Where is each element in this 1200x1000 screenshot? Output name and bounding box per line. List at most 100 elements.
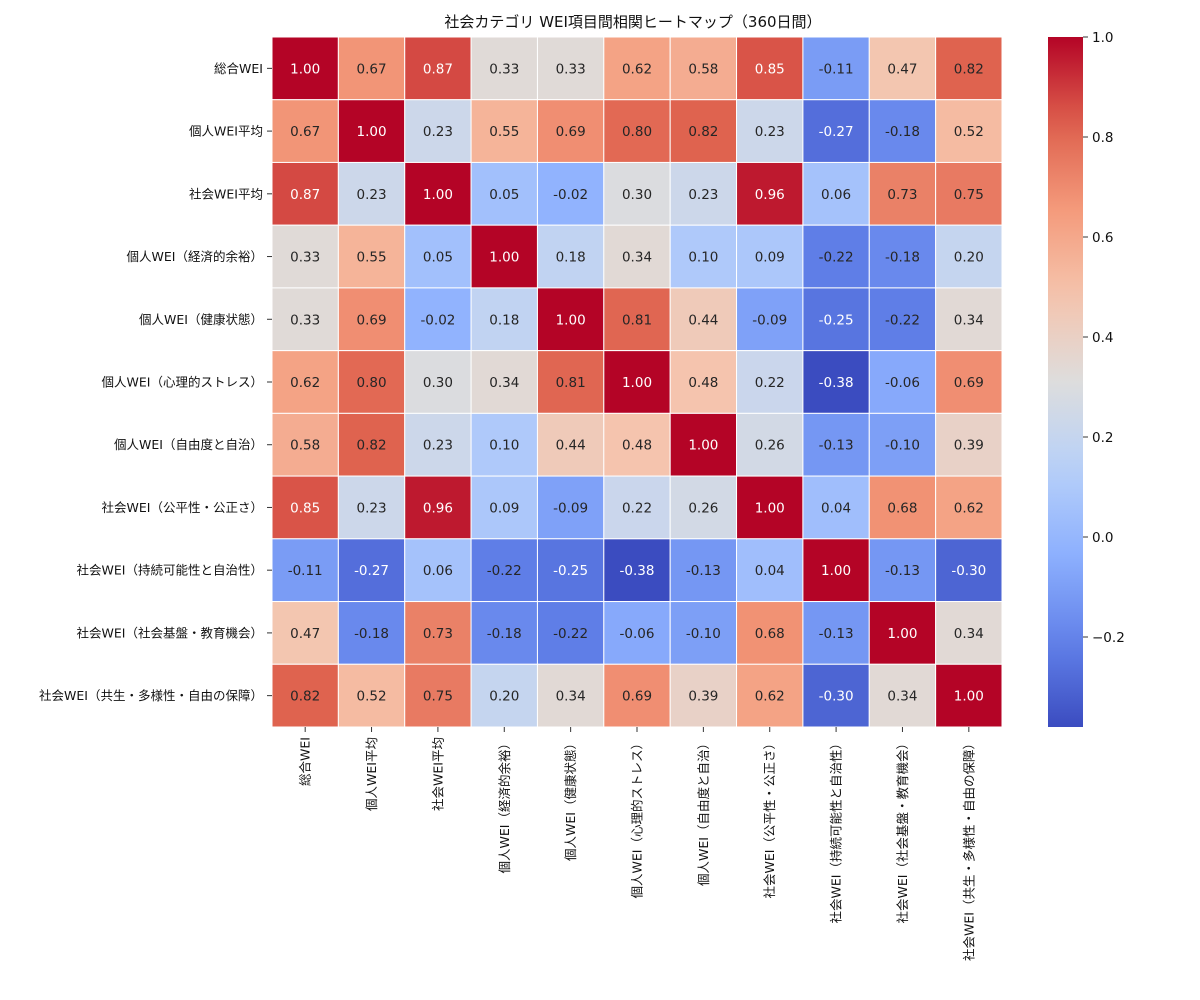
cell-value-r6-c1: 0.82 [357,438,387,454]
cell-value-r3-c6: 0.10 [688,250,718,266]
x-tick-label-1: 個人WEI平均 [364,737,379,811]
cell-value-r9-c10: 0.34 [954,626,984,642]
cell-value-r0-c1: 0.67 [357,61,387,77]
heatmap-cell-r1-c7 [736,99,804,163]
cell-value-r7-c8: 0.04 [821,500,851,516]
cell-value-r5-c6: 0.48 [688,375,718,391]
cell-value-r10-c8: -0.30 [819,689,854,705]
cell-value-r3-c7: 0.09 [755,250,785,266]
cell-value-r7-c6: 0.26 [688,500,718,516]
cell-value-r5-c2: 0.30 [423,375,453,391]
heatmap-cell-r6-c1 [337,412,406,477]
cell-value-r4-c9: -0.22 [885,312,920,328]
cell-value-r6-c2: 0.23 [423,438,453,454]
cell-value-r9-c5: -0.06 [620,626,655,642]
heatmap-cell-r8-c6 [669,538,738,603]
cell-value-r10-c7: 0.62 [755,689,785,705]
cell-value-r2-c5: 0.30 [622,187,652,203]
y-tick-label-9: 社会WEI（社会基盤・教育機会） [77,625,263,640]
heatmap-cell-r7-c7 [736,475,804,540]
heatmap-cell-r6-c5 [603,412,671,477]
y-tick-label-10: 社会WEI（共生・多様性・自由の保障） [39,688,263,703]
heatmap-cell-r1-c8 [802,99,870,163]
heatmap-cell-r1-c2 [404,99,472,163]
heatmap-cell-r6-c7 [736,412,804,477]
heatmap-cell-r8-c3 [470,538,538,603]
cell-value-r4-c5: 0.81 [622,312,652,328]
cell-value-r0-c10: 0.82 [954,61,984,77]
cell-value-r10-c5: 0.69 [622,689,652,705]
heatmap-cell-r5-c0 [271,350,339,414]
cell-value-r3-c5: 0.34 [622,250,652,266]
heatmap-cells [271,36,1003,728]
heatmap-cell-r9-c0 [271,601,339,665]
heatmap-cell-r8-c2 [404,538,472,603]
cell-value-r7-c7: 1.00 [755,500,785,516]
heatmap-cell-r8-c9 [868,538,937,603]
cell-value-r3-c4: 0.18 [556,250,586,266]
cell-value-r0-c0: 1.00 [290,61,320,77]
cell-value-r8-c3: -0.22 [487,563,522,579]
cell-value-r3-c9: -0.18 [885,250,920,266]
cell-value-r5-c3: 0.34 [489,375,519,391]
cell-value-r0-c9: 0.47 [887,61,917,77]
cell-value-r3-c1: 0.55 [357,250,387,266]
x-tick-label-0: 総合WEI [298,737,313,786]
heatmap-cell-r7-c5 [603,475,671,540]
cell-value-r8-c2: 0.06 [423,563,453,579]
y-tick-label-8: 社会WEI（持続可能性と自治性） [77,563,263,578]
x-tick-label-4: 個人WEI（健康状態） [563,737,578,861]
heatmap-cell-r0-c2 [404,36,472,101]
cell-value-r10-c6: 0.39 [688,689,718,705]
cell-value-r4-c4: 1.00 [556,312,586,328]
heatmap-cell-r0-c9 [868,36,937,101]
cell-value-r9-c3: -0.18 [487,626,522,642]
heatmap-cell-r1-c10 [935,99,1003,163]
cell-value-r3-c2: 0.05 [423,250,453,266]
heatmap-cell-r1-c9 [868,99,937,163]
cell-value-r5-c7: 0.22 [755,375,785,391]
cell-value-r4-c8: -0.25 [819,312,854,328]
cell-value-r8-c8: 1.00 [821,563,851,579]
heatmap-cell-r9-c8 [802,601,870,665]
colorbar-tick-label-6: −0.2 [1092,630,1125,646]
cell-value-r3-c8: -0.22 [819,250,854,266]
cell-value-r8-c9: -0.13 [885,563,920,579]
heatmap-cell-r3-c10 [935,224,1003,289]
x-tick-label-8: 社会WEI（持続可能性と自治性） [829,737,844,923]
heatmap-cell-r1-c6 [669,99,738,163]
y-tick-label-0: 総合WEI [214,61,263,76]
heatmap-cell-r7-c3 [470,475,538,540]
heatmap-cell-r2-c10 [935,161,1003,226]
colorbar-gradient [1048,37,1083,727]
cell-value-r7-c4: -0.09 [553,500,588,516]
cell-value-r5-c1: 0.80 [357,375,387,391]
cell-value-r2-c3: 0.05 [489,187,519,203]
cell-value-r9-c0: 0.47 [290,626,320,642]
heatmap-cell-r2-c0 [271,161,339,226]
y-tick-label-6: 個人WEI（自由度と自治） [114,437,263,452]
cell-value-r1-c5: 0.80 [622,124,652,140]
heatmap-cell-r8-c8 [802,538,870,603]
cell-value-r9-c9: 1.00 [887,626,917,642]
cell-value-r4-c1: 0.69 [357,312,387,328]
cell-value-r2-c6: 0.23 [688,187,718,203]
heatmap-cell-r2-c6 [669,161,738,226]
heatmap-cell-r7-c0 [271,475,339,540]
cell-value-r5-c4: 0.81 [556,375,586,391]
cell-value-r8-c4: -0.25 [553,563,588,579]
cell-value-r5-c10: 0.69 [954,375,984,391]
cell-value-r9-c2: 0.73 [423,626,453,642]
cell-value-r0-c7: 0.85 [755,61,785,77]
heatmap-cell-r8-c10 [935,538,1003,603]
x-axis-tick-labels: 総合WEI 個人WEI平均 社会WEI平均 個人WEI（経済的余裕） 個人WEI（健康状… [298,727,976,961]
heatmap-cell-r3-c3 [470,224,538,289]
heatmap-cell-r4-c4 [536,287,605,352]
cell-value-r4-c6: 0.44 [688,312,718,328]
cell-value-r3-c3: 1.00 [489,250,519,266]
cell-value-r2-c2: 1.00 [423,187,453,203]
cell-value-r6-c3: 0.10 [489,438,519,454]
y-tick-label-2: 社会WEI平均 [189,186,263,201]
cell-value-r6-c7: 0.26 [755,438,785,454]
